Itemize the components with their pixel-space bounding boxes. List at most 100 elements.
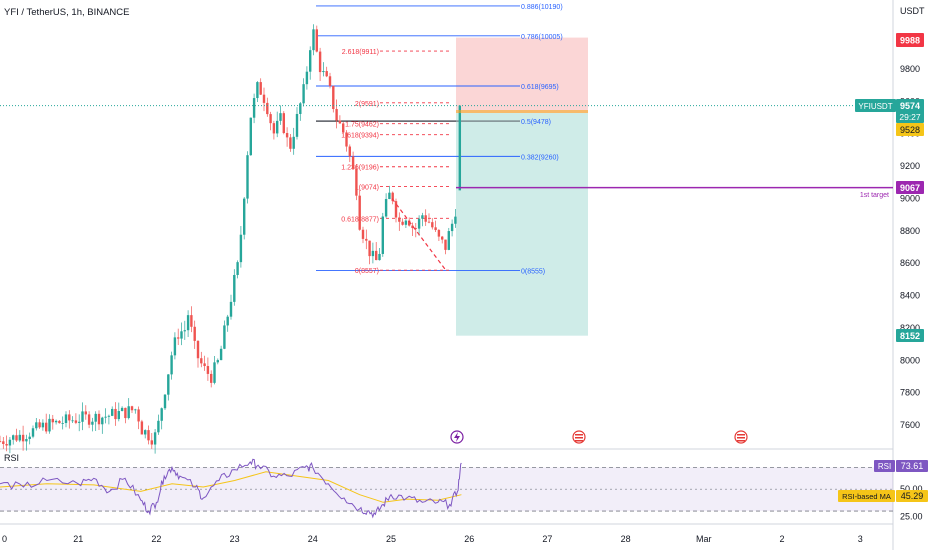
projection-line (391, 198, 447, 271)
time-tick-label: 23 (230, 534, 240, 544)
candle-body (210, 373, 213, 383)
candle-body (427, 221, 431, 223)
candle-body (262, 94, 266, 103)
candle-body (437, 230, 441, 237)
stop-loss-zone[interactable] (456, 37, 588, 114)
candle-body (5, 443, 8, 446)
candle-body (167, 374, 170, 395)
candle-body (276, 120, 279, 134)
candle-body (114, 408, 117, 420)
candle-body (130, 406, 134, 411)
svg-text:9574: 9574 (900, 101, 920, 111)
candle-body (332, 85, 335, 110)
entry-price-badge: 9528 (896, 123, 924, 136)
candle-body (252, 98, 256, 118)
candle-body (111, 408, 114, 416)
candle-body (206, 366, 210, 374)
svg-text:9988: 9988 (900, 36, 920, 46)
candle-body (391, 192, 394, 202)
fib-extension-label: 1(9074) (355, 184, 379, 191)
candle-body (371, 250, 375, 257)
candle-body (454, 216, 457, 224)
candle-body (434, 227, 437, 231)
candle-body (417, 218, 421, 229)
candle-body (120, 407, 124, 412)
candle-body (381, 216, 384, 254)
candle-body (61, 423, 64, 424)
price-tick-label: 8400 (900, 291, 920, 301)
candle-body (282, 113, 285, 134)
candle-body (140, 421, 144, 435)
price-candles (0, 24, 462, 454)
candle-body (94, 413, 97, 422)
rsi-pane[interactable]: RSI (0, 453, 893, 519)
candle-body (229, 301, 233, 317)
time-tick-label: Mar (696, 534, 712, 544)
price-tick-label: 7600 (900, 420, 920, 430)
candle-body (216, 360, 219, 363)
candle-body (365, 238, 368, 241)
candle-body (124, 407, 127, 419)
candle-body (295, 113, 299, 137)
candle-body (170, 355, 173, 375)
candle-body (444, 239, 447, 250)
candle-body (58, 420, 61, 424)
candle-body (338, 120, 342, 124)
candle-body (368, 240, 371, 257)
candle-body (180, 331, 183, 339)
candle-body (285, 133, 289, 138)
candle-body (384, 199, 388, 217)
candle-body (28, 436, 31, 440)
candle-body (2, 441, 5, 444)
price-tick-label: 8800 (900, 226, 920, 236)
price-tick-label: 8200 (900, 323, 920, 333)
candle-body (328, 76, 332, 86)
candle-body (421, 215, 424, 219)
candle-body (54, 420, 58, 423)
candle-body (137, 409, 140, 422)
candle-body (223, 325, 226, 349)
time-axis-ticks[interactable]: 0 21 22 23 24 25 26 27 28 Mar 2 3 (2, 534, 863, 544)
first-target-label: 1st target (860, 192, 889, 199)
lightning-bolt-glyph (454, 432, 460, 442)
candle-body (312, 29, 315, 51)
candle-body (302, 84, 305, 104)
flag-stripe (575, 440, 583, 442)
flag-stripe (575, 437, 583, 439)
svg-text:9528: 9528 (900, 125, 920, 135)
price-tick-label: 8600 (900, 258, 920, 268)
rsi-tick-label: 50.00 (900, 484, 923, 494)
candle-body (68, 414, 71, 421)
fib-retracement-label: 0.786(10005) (521, 34, 563, 41)
candle-body (398, 217, 401, 222)
candle-body (272, 123, 276, 134)
candle-body (127, 406, 130, 419)
candle-body (358, 195, 361, 230)
events-row (450, 430, 748, 444)
candle-body (183, 330, 186, 332)
fib-extension-label: 1.618(9394) (341, 133, 379, 140)
candle-body (289, 137, 292, 149)
svg-text:45.29: 45.29 (901, 491, 924, 501)
candle-body (378, 253, 381, 261)
candle-body (97, 413, 101, 425)
fib-extension-label: 0(8557) (355, 268, 379, 275)
candle-body (243, 198, 246, 235)
target-price-badge: 9067 (896, 181, 924, 194)
candle-body (12, 435, 15, 440)
candle-body (411, 225, 414, 229)
candle-body (0, 441, 2, 442)
candle-body (163, 394, 167, 409)
candle-body (388, 192, 391, 200)
candle-body (41, 422, 45, 428)
time-tick-label: 26 (464, 534, 474, 544)
rsi-title: RSI (4, 453, 19, 463)
candle-body (15, 435, 18, 441)
candle-body (213, 362, 216, 383)
candle-body (84, 411, 87, 415)
fib-retracement-label: 0(8555) (521, 268, 545, 275)
candle-body (335, 109, 338, 121)
take-profit-zone[interactable] (456, 113, 588, 336)
stop-price-badge: 9988 (896, 33, 924, 47)
